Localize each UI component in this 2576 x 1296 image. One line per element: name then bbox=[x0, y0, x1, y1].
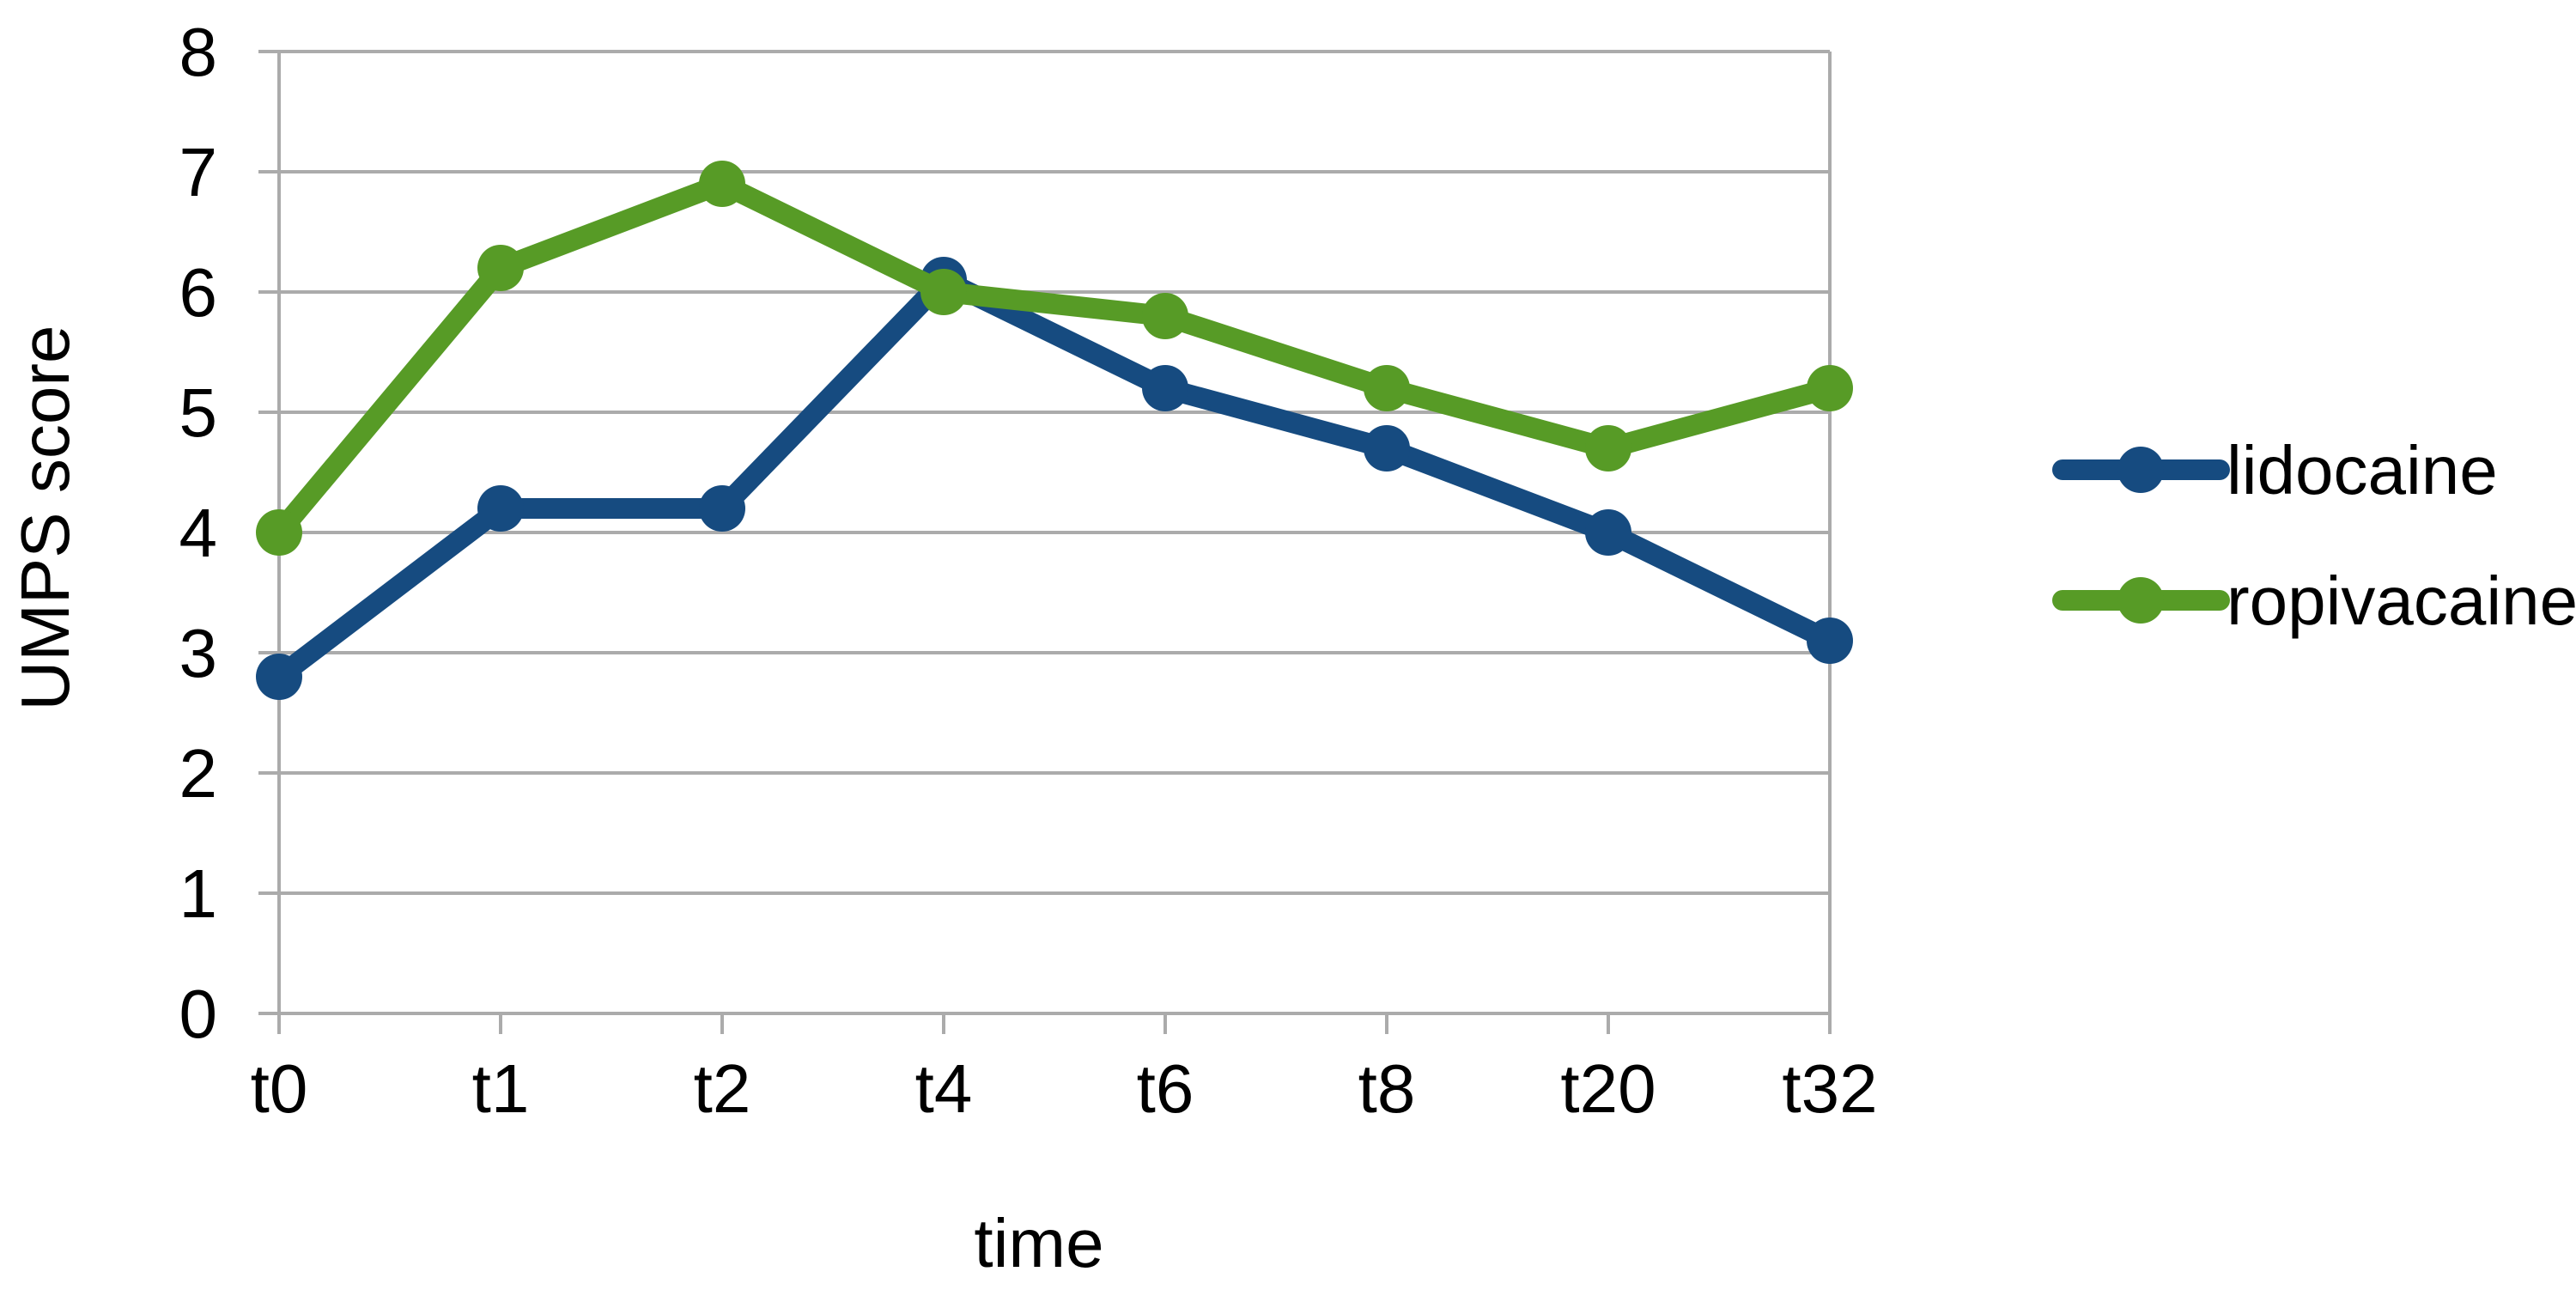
legend: lidocaine ropivacaine bbox=[2052, 432, 2576, 639]
y-tick-label-8: 8 bbox=[179, 14, 218, 90]
marker-ropivacaine-t1 bbox=[477, 245, 524, 291]
legend-marker-icon-ropivacaine bbox=[2117, 577, 2164, 624]
marker-ropivacaine-t2 bbox=[699, 161, 745, 207]
y-tick-label-6: 6 bbox=[179, 254, 218, 331]
x-tick-label-t32: t32 bbox=[1782, 1050, 1877, 1127]
marker-lidocaine-t6 bbox=[1142, 365, 1188, 411]
legend-label-lidocaine: lidocaine bbox=[2227, 432, 2498, 508]
x-tick-label-t8: t8 bbox=[1358, 1050, 1416, 1127]
x-axis-title: time bbox=[974, 1205, 1103, 1281]
marker-lidocaine-t32 bbox=[1807, 618, 1853, 664]
legend-item-lidocaine: lidocaine bbox=[2052, 432, 2498, 508]
marker-ropivacaine-t32 bbox=[1807, 365, 1853, 411]
ticklabel-layer: 0 1 2 3 4 5 6 7 8 t0 t1 t2 t4 t6 t8 t20 t32 bbox=[179, 14, 1878, 1127]
y-tick-label-0: 0 bbox=[179, 976, 218, 1052]
legend-item-ropivacaine: ropivacaine bbox=[2052, 563, 2576, 639]
marker-ropivacaine-t20 bbox=[1585, 425, 1631, 472]
y-tick-label-7: 7 bbox=[179, 134, 218, 210]
marker-lidocaine-t0 bbox=[256, 654, 302, 700]
marker-ropivacaine-t4 bbox=[920, 269, 967, 315]
y-tick-label-4: 4 bbox=[179, 495, 218, 571]
marker-lidocaine-t2 bbox=[699, 485, 745, 532]
x-tick-label-t20: t20 bbox=[1560, 1050, 1656, 1127]
x-tick-label-t6: t6 bbox=[1137, 1050, 1194, 1127]
grid-layer bbox=[279, 50, 1830, 1015]
marker-ropivacaine-t6 bbox=[1142, 293, 1188, 339]
marker-lidocaine-t20 bbox=[1585, 509, 1631, 556]
series-line-lidocaine bbox=[269, 270, 1840, 687]
y-tick-label-2: 2 bbox=[179, 735, 218, 812]
marker-lidocaine-t8 bbox=[1364, 425, 1410, 472]
x-tick-label-t0: t0 bbox=[251, 1050, 308, 1127]
y-tick-label-1: 1 bbox=[179, 855, 218, 932]
series-layer bbox=[256, 161, 1853, 700]
x-tick-label-t2: t2 bbox=[694, 1050, 751, 1127]
series-line-ropivacaine bbox=[269, 173, 1840, 543]
y-axis-title: UMPS score bbox=[7, 326, 83, 711]
marker-ropivacaine-t0 bbox=[256, 509, 302, 556]
x-tick-label-t4: t4 bbox=[915, 1050, 973, 1127]
y-tick-label-3: 3 bbox=[179, 615, 218, 691]
legend-marker-icon-lidocaine bbox=[2117, 447, 2164, 493]
y-tick-label-5: 5 bbox=[179, 374, 218, 451]
marker-ropivacaine-t8 bbox=[1364, 365, 1410, 411]
legend-label-ropivacaine: ropivacaine bbox=[2227, 563, 2576, 639]
x-tick-label-t1: t1 bbox=[472, 1050, 530, 1127]
marker-lidocaine-t1 bbox=[477, 485, 524, 532]
